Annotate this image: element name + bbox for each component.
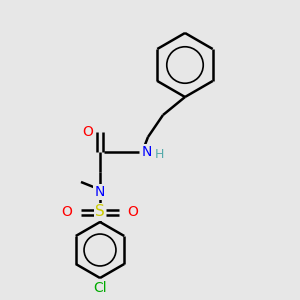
Text: Cl: Cl — [93, 281, 107, 295]
Text: N: N — [95, 185, 105, 199]
Text: O: O — [82, 125, 93, 139]
Text: S: S — [95, 205, 105, 220]
Text: N: N — [142, 145, 152, 159]
Text: O: O — [128, 205, 138, 219]
Text: O: O — [61, 205, 72, 219]
Text: H: H — [154, 148, 164, 160]
